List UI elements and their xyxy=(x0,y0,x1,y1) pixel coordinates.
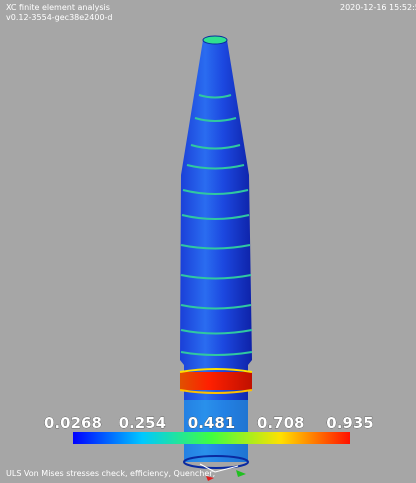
colorbar xyxy=(73,432,350,444)
colorbar-tick-label: 0.0268 xyxy=(44,414,102,432)
hot-band xyxy=(180,372,252,390)
colorbar-tick-label: 0.481 xyxy=(188,414,235,432)
version: v0.12-3554-gec38e2400-d xyxy=(6,13,113,22)
colorbar-tick-label: 0.935 xyxy=(326,414,373,432)
colorbar-tick-label: 0.708 xyxy=(257,414,304,432)
footer: ULS Von Mises stresses check, efficiency… xyxy=(6,469,215,478)
app-title: XC finite element analysis xyxy=(6,3,110,12)
colorbar-tick-label: 0.254 xyxy=(119,414,166,432)
timestamp: 2020-12-16 15:52:53 xyxy=(340,3,416,12)
viewport: XC finite element analysis v0.12-3554-ge… xyxy=(0,0,416,483)
top-opening xyxy=(203,36,227,44)
